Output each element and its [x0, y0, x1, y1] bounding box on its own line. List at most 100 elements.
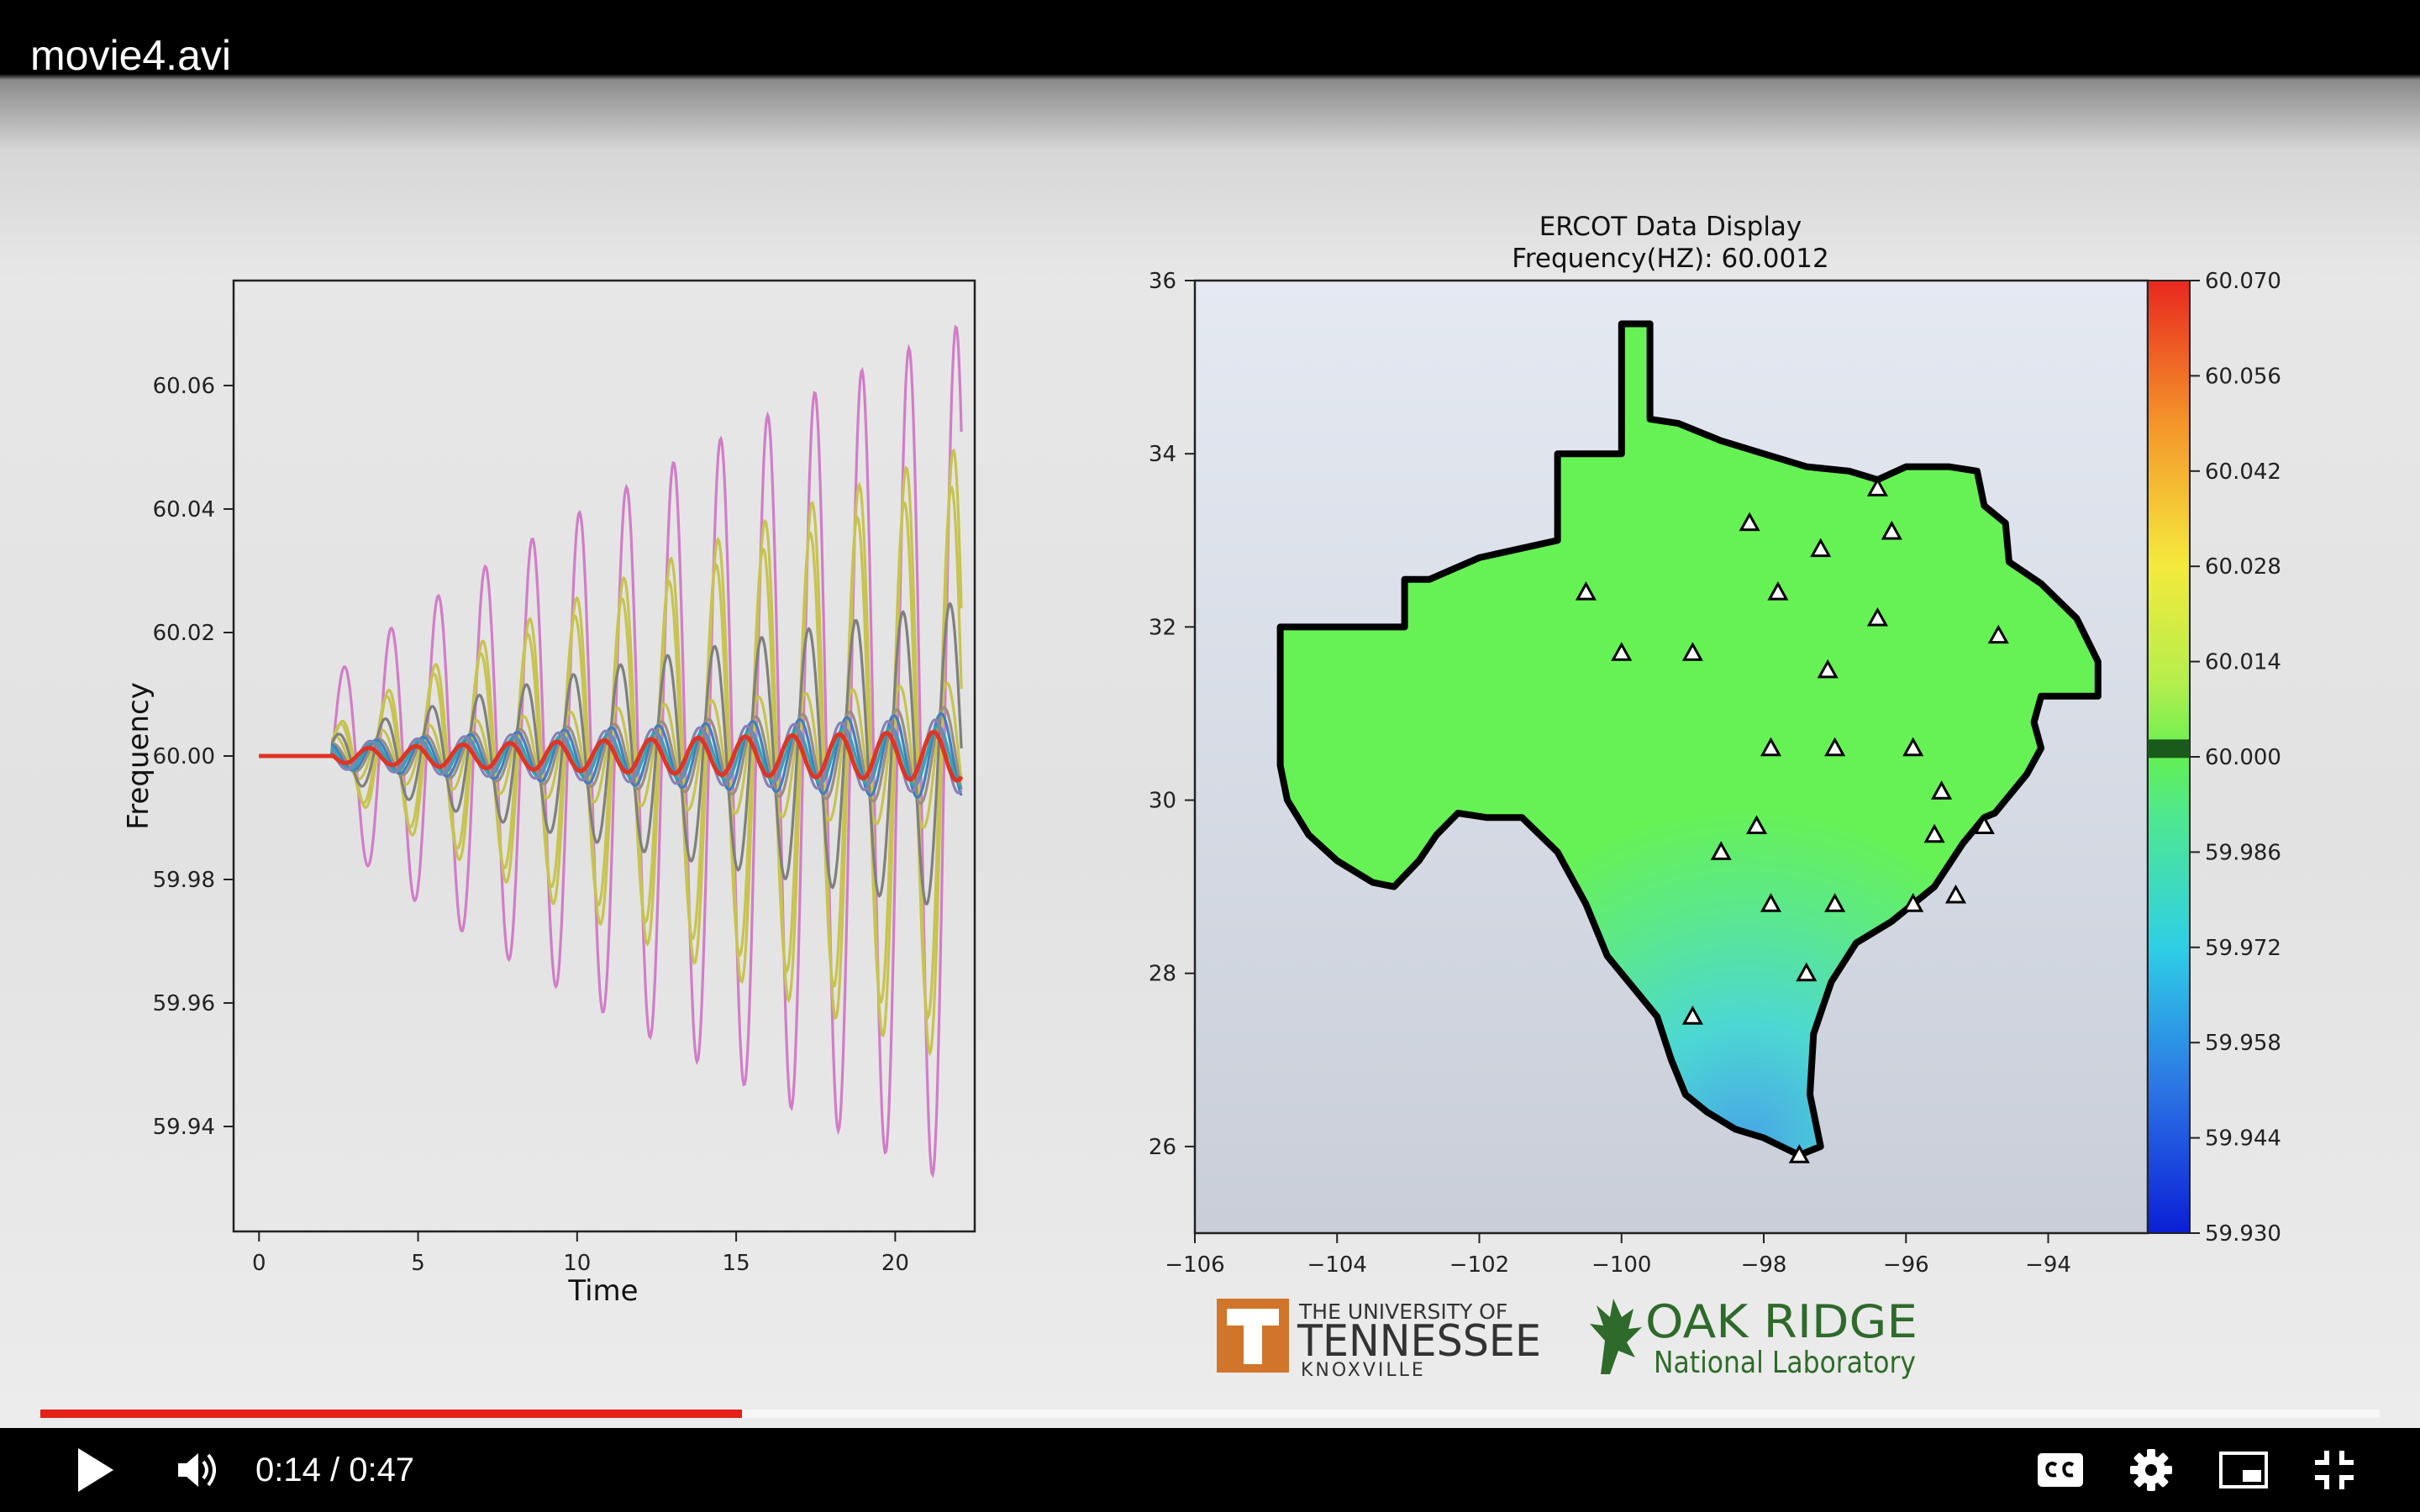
station-marker	[1944, 884, 1967, 904]
station-marker	[1817, 659, 1839, 679]
x-axis-label: Time	[567, 1274, 638, 1308]
miniplayer-icon	[2219, 1452, 2268, 1488]
station-marker	[1796, 962, 1818, 982]
station-marker	[1881, 520, 1902, 540]
ercot-map-chart: ERCOT Data Display Frequency(HZ): 60.001…	[1149, 212, 2281, 1278]
y-tick-label: 26	[1149, 1135, 1176, 1160]
captions-icon	[2038, 1453, 2083, 1487]
utk-line2: TENNESSEE	[1297, 1316, 1541, 1367]
station-marker	[1973, 815, 1995, 834]
utk-logo: THE UNIVERSITY OF TENNESSEE KNOXVILLE	[1217, 1299, 1541, 1381]
y-tick-label: 32	[1149, 615, 1176, 640]
y-tick-label: 28	[1149, 962, 1176, 987]
y-tick-label: 60.02	[153, 621, 215, 646]
player-controls	[0, 1428, 2420, 1512]
station-marker	[1824, 893, 1846, 912]
duration: 0:47	[349, 1452, 415, 1488]
x-tick-label: −94	[2025, 1252, 2071, 1278]
video-title: movie4.avi	[30, 32, 231, 79]
y-tick-label: 60.04	[153, 497, 215, 522]
station-marker	[1611, 642, 1633, 661]
colorbar-tick-label: 60.056	[2205, 364, 2281, 389]
progress-bar[interactable]	[40, 1410, 2380, 1418]
y-axis-label: Frequency	[122, 682, 155, 830]
x-tick-label: −100	[1591, 1252, 1651, 1278]
gear-icon	[2130, 1449, 2172, 1491]
colorbar-current-value-marker	[2148, 739, 2190, 759]
ornl-line2: National Laboratory	[1654, 1346, 1916, 1380]
station-marker	[1902, 893, 1924, 912]
station-marker	[1824, 737, 1846, 757]
play-icon	[78, 1448, 113, 1492]
station-marker	[1575, 581, 1597, 601]
progress-bar-played	[40, 1410, 743, 1418]
y-tick-label: 30	[1149, 789, 1176, 814]
colorbar-tick-label: 59.972	[2205, 936, 2281, 961]
colorbar-tick-label: 60.070	[2205, 269, 2281, 294]
station-marker	[1681, 642, 1703, 661]
y-tick-label: 59.94	[153, 1115, 215, 1140]
station-marker	[1788, 1144, 1810, 1163]
colorbar-tick-label: 59.958	[2205, 1031, 2281, 1056]
exit-fullscreen-icon	[2315, 1451, 2354, 1489]
series-line	[259, 324, 963, 1179]
station-marker	[1710, 841, 1732, 860]
colorbar-tick-label: 59.944	[2205, 1126, 2281, 1152]
colorbar-tick-label: 60.000	[2205, 745, 2281, 770]
colorbar-tick-label: 60.014	[2205, 650, 2281, 675]
colorbar-tick-label: 59.986	[2205, 840, 2281, 865]
current-time: 0:14	[255, 1452, 321, 1488]
station-marker	[1767, 581, 1789, 601]
colorbar-tick-label: 60.028	[2205, 554, 2281, 580]
frequency-value: 60.0012	[1721, 244, 1828, 274]
y-tick-label: 60.06	[153, 374, 215, 399]
volume-icon	[178, 1453, 216, 1487]
logos: THE UNIVERSITY OF TENNESSEE KNOXVILLE OA…	[1210, 1290, 1933, 1383]
y-tick-label: 60.00	[153, 744, 215, 769]
series-line	[259, 711, 963, 800]
oak-leaf-icon	[1590, 1299, 1642, 1374]
station-marker	[1760, 737, 1782, 757]
x-tick-label: 10	[563, 1251, 591, 1276]
colorbar-tick-label: 60.042	[2205, 459, 2281, 485]
settings-button[interactable]	[2119, 1438, 2183, 1502]
station-marker	[1739, 512, 1760, 532]
y-tick-label: 59.98	[153, 868, 215, 893]
y-tick-label: 59.96	[153, 991, 215, 1016]
x-tick-label: 5	[411, 1251, 425, 1276]
x-tick-label: 20	[881, 1251, 909, 1276]
ornl-logo: OAK RIDGE National Laboratory	[1590, 1295, 1918, 1380]
station-marker	[1760, 893, 1782, 912]
y-tick-label: 34	[1149, 442, 1176, 467]
station-marker	[1810, 538, 1832, 558]
exit-fullscreen-button[interactable]	[2302, 1438, 2366, 1502]
y-tick-label: 36	[1149, 269, 1176, 294]
utk-line3: KNOXVILLE	[1301, 1360, 1426, 1381]
station-marker	[1902, 737, 1924, 757]
ornl-line1: OAK RIDGE	[1645, 1295, 1918, 1348]
station-marker	[1866, 606, 1888, 627]
play-button[interactable]	[64, 1438, 128, 1502]
time-separator: /	[320, 1452, 350, 1488]
frequency-time-chart: 0 5 10 15 20 59.94 59.96 59.98 60.00 60.02 60.04 60…	[122, 279, 976, 1308]
series-line	[259, 729, 964, 783]
x-tick-label: −98	[1741, 1252, 1787, 1278]
map-title: ERCOT Data Display	[1539, 212, 1802, 242]
miniplayer-button[interactable]	[2212, 1438, 2275, 1502]
station-marker	[1681, 1005, 1703, 1025]
utk-line1: THE UNIVERSITY OF	[1298, 1299, 1507, 1324]
time-display: 0:14 / 0:47	[255, 1445, 414, 1495]
station-marker	[1931, 780, 1953, 800]
x-tick-label: −104	[1307, 1252, 1367, 1278]
captions-button[interactable]	[2028, 1438, 2092, 1502]
station-marker	[1987, 624, 2009, 644]
station-marker	[1746, 815, 1768, 834]
volume-button[interactable]	[166, 1438, 230, 1502]
station-marker	[1923, 823, 1945, 843]
station-marker	[1866, 477, 1888, 496]
x-tick-label: −102	[1449, 1252, 1509, 1278]
map-subtitle: Frequency(HZ): 60.0012	[1512, 244, 1828, 274]
x-tick-label: 0	[252, 1251, 266, 1276]
x-tick-label: −96	[1883, 1252, 1929, 1278]
